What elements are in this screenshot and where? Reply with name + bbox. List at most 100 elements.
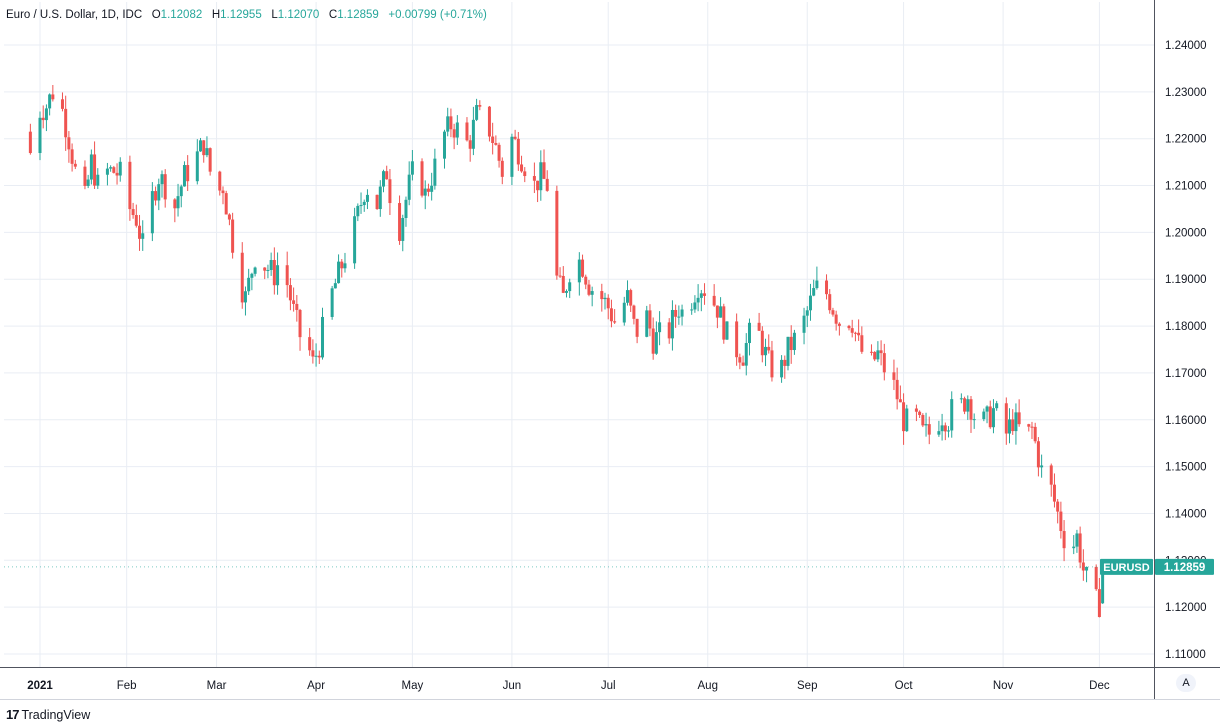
high-value: 1.12955 [220,9,262,21]
x-tick-label: Feb [117,680,137,692]
candle [577,252,581,296]
candle-body [898,399,902,403]
y-tick-label: 1.23000 [1165,87,1207,99]
candle-body [609,308,613,322]
candle-body [969,399,973,420]
candle [786,336,790,371]
candle [276,252,280,295]
candle-body [963,398,967,412]
candle [340,259,344,278]
candle [747,318,751,356]
x-tick-label: 2021 [27,680,53,692]
candle [995,400,999,411]
candle [789,325,793,364]
candle-body [654,332,658,354]
candle [468,134,472,162]
candle [516,132,520,171]
candle-body [744,343,748,366]
candle-body [176,196,180,209]
candle [1075,529,1079,553]
candle [455,115,459,145]
candle [966,395,970,420]
candle-body [51,94,55,100]
candle [654,321,658,355]
candle [446,107,450,137]
candle [343,252,347,273]
candle [834,310,838,331]
candle-body [160,174,164,185]
candle [744,333,748,376]
candle-body [378,186,382,210]
candle-body [205,148,209,156]
ticker-tag-label: EURUSD [1103,562,1150,574]
candle-body [918,411,922,416]
candle-body [60,99,64,109]
candle-body [67,137,71,150]
candle-body [83,166,87,186]
candle [539,150,543,201]
candle-body [89,154,93,180]
candle-body [1097,589,1101,618]
candle-body [555,190,559,276]
candle-body [199,140,203,152]
candle-body [834,314,838,324]
candle-body [276,265,280,286]
candle-body [404,199,408,219]
candle [825,274,829,300]
footer-brand[interactable]: 17 TradingView [6,707,90,722]
candle-body [218,171,222,191]
close-value: 1.12859 [337,9,379,21]
brand-name: TradingView [21,707,91,722]
candle-body [48,94,52,109]
candle-body [93,154,97,186]
candle-body [815,280,819,289]
candle-body [1008,419,1012,434]
candle-body [465,122,469,141]
candle [869,344,873,356]
x-tick-label: Jul [601,680,616,692]
candle-body [112,167,116,173]
candle [812,279,816,297]
candle [918,410,922,419]
open-label: O [151,9,161,21]
candle-body [128,161,132,210]
candle [292,287,296,312]
candle-body [221,190,225,194]
candle [943,422,947,441]
candle [972,413,976,429]
candle [134,204,138,228]
candle [317,350,321,364]
candle [831,307,835,317]
candle-body [356,205,360,217]
candle-body [208,148,212,172]
candle-body [491,136,495,143]
candle-body [224,193,228,215]
candle-body [41,117,45,121]
candle-body [182,165,186,187]
candle-body [1049,465,1053,485]
candle [70,143,74,172]
candle [725,321,729,340]
price-tag-value: 1.12859 [1164,562,1206,574]
candle-body [577,259,581,283]
candle-body [703,293,707,296]
candle [603,292,607,310]
candle [321,307,325,360]
auto-scale-button[interactable]: A [1176,674,1196,692]
candle-body [247,277,251,292]
candle-body [375,194,379,210]
candle-body [670,309,674,339]
candle-body [940,425,944,432]
candle-body [613,321,617,323]
candle-body [337,261,341,284]
candle [1011,409,1015,435]
candle-body [873,352,877,360]
candle-body [452,129,456,138]
candle [227,213,231,226]
candle [89,149,93,185]
candle [555,185,559,280]
candle [51,85,55,102]
y-tick-label: 1.19000 [1165,274,1207,286]
candle [64,95,68,151]
